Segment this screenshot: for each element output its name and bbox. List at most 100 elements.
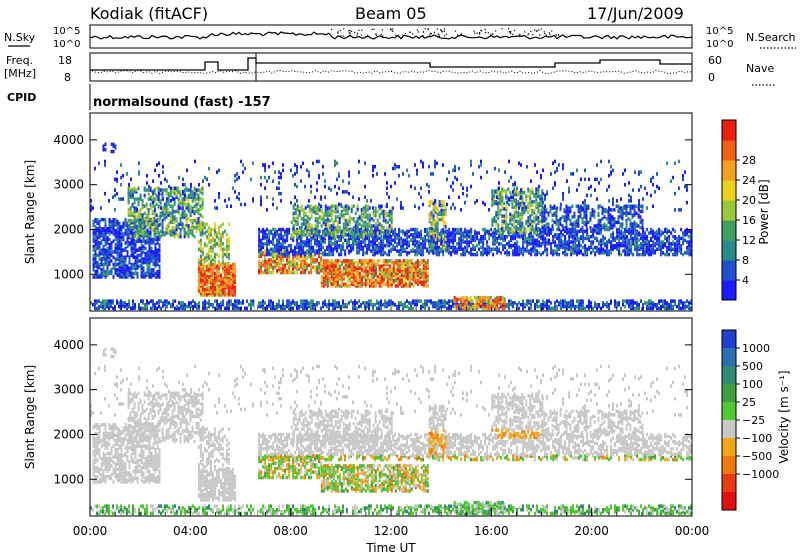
power-cell	[203, 278, 206, 283]
power-cell	[642, 233, 645, 237]
power-cell	[448, 301, 450, 305]
power-cell	[510, 234, 513, 239]
power-cell	[368, 268, 371, 272]
power-cell	[310, 238, 313, 242]
noise-search-point	[392, 30, 394, 32]
power-cell	[446, 306, 448, 311]
power-cell	[534, 242, 537, 246]
power-cell	[124, 255, 127, 259]
power-cell	[221, 234, 224, 239]
power-cell	[108, 299, 110, 303]
power-cell	[384, 282, 387, 286]
power-cell	[193, 234, 196, 239]
power-cell	[133, 224, 136, 228]
power-cell	[308, 304, 310, 309]
power-cell	[213, 286, 216, 290]
power-cell	[139, 220, 142, 225]
power-cell	[424, 238, 427, 242]
power-cell	[386, 243, 389, 248]
power-cell	[165, 227, 168, 232]
power-cell	[272, 256, 275, 260]
power-cell	[632, 229, 635, 234]
power-cell	[292, 251, 295, 255]
power-cell	[229, 291, 232, 295]
power-cell	[400, 273, 403, 277]
power-cell	[213, 262, 216, 267]
power-cell	[524, 247, 527, 251]
power-cell	[112, 239, 115, 243]
power-cell	[187, 227, 190, 232]
power-cell	[134, 264, 137, 268]
noise-search-point	[409, 31, 411, 34]
power-cell	[250, 306, 252, 311]
power-cell	[189, 206, 192, 210]
power-cell	[286, 247, 289, 251]
power-cell	[211, 266, 214, 270]
power-cell	[512, 236, 515, 241]
power-cell	[150, 250, 153, 254]
power-cell	[110, 241, 113, 245]
power-cell	[528, 306, 530, 311]
power-cell	[582, 245, 585, 250]
noise-search-point	[551, 35, 553, 37]
power-cell	[482, 304, 484, 309]
power-cell	[201, 233, 204, 237]
power-cell	[498, 249, 501, 253]
power-cell	[378, 249, 381, 253]
power-cell	[96, 244, 99, 249]
power-cell	[630, 229, 633, 234]
power-cell	[171, 204, 174, 208]
power-cell	[648, 299, 650, 303]
power-cell	[558, 247, 561, 251]
power-cell	[354, 268, 357, 272]
power-cell	[211, 227, 214, 232]
power-cell	[308, 263, 311, 268]
power-cell	[231, 280, 234, 285]
power-cell	[340, 238, 343, 242]
power-cell	[556, 227, 559, 232]
power-cell	[516, 234, 519, 239]
power-cell	[424, 284, 427, 288]
power-cell	[183, 224, 186, 228]
power-cell	[156, 217, 159, 222]
power-cell	[152, 268, 155, 272]
power-cell	[378, 264, 381, 268]
power-cell	[175, 188, 178, 192]
power-cell	[348, 240, 351, 244]
power-cell	[366, 260, 369, 265]
power-cell	[364, 259, 367, 263]
power-cell	[520, 303, 522, 307]
power-cell	[304, 303, 306, 307]
power-cell	[552, 240, 555, 244]
power-cell	[576, 245, 579, 250]
power-cell	[201, 247, 204, 251]
power-cell	[674, 299, 676, 303]
power-cell	[536, 242, 539, 246]
power-cell	[197, 208, 200, 212]
power-cell	[338, 284, 341, 288]
power-cell	[308, 238, 311, 242]
power-cell	[544, 240, 547, 244]
power-cell	[636, 243, 639, 248]
power-cell	[618, 301, 620, 305]
power-cell	[170, 303, 172, 307]
power-cell	[288, 261, 291, 266]
power-cell	[664, 301, 666, 305]
power-cell	[116, 299, 118, 303]
power-cell	[308, 242, 311, 246]
power-cell	[100, 304, 102, 309]
power-cell	[193, 188, 196, 192]
power-cell	[316, 265, 319, 269]
power-cell	[466, 299, 468, 303]
power-cell	[300, 240, 303, 244]
power-cell	[153, 217, 156, 221]
power-cell	[149, 220, 152, 225]
power-cell	[338, 245, 341, 250]
power-cell	[310, 270, 313, 275]
power-cell	[92, 237, 95, 242]
power-cell	[366, 280, 369, 285]
power-cell	[686, 251, 689, 255]
power-cell	[688, 234, 691, 239]
power-cell	[388, 264, 391, 268]
power-cell	[484, 233, 487, 237]
